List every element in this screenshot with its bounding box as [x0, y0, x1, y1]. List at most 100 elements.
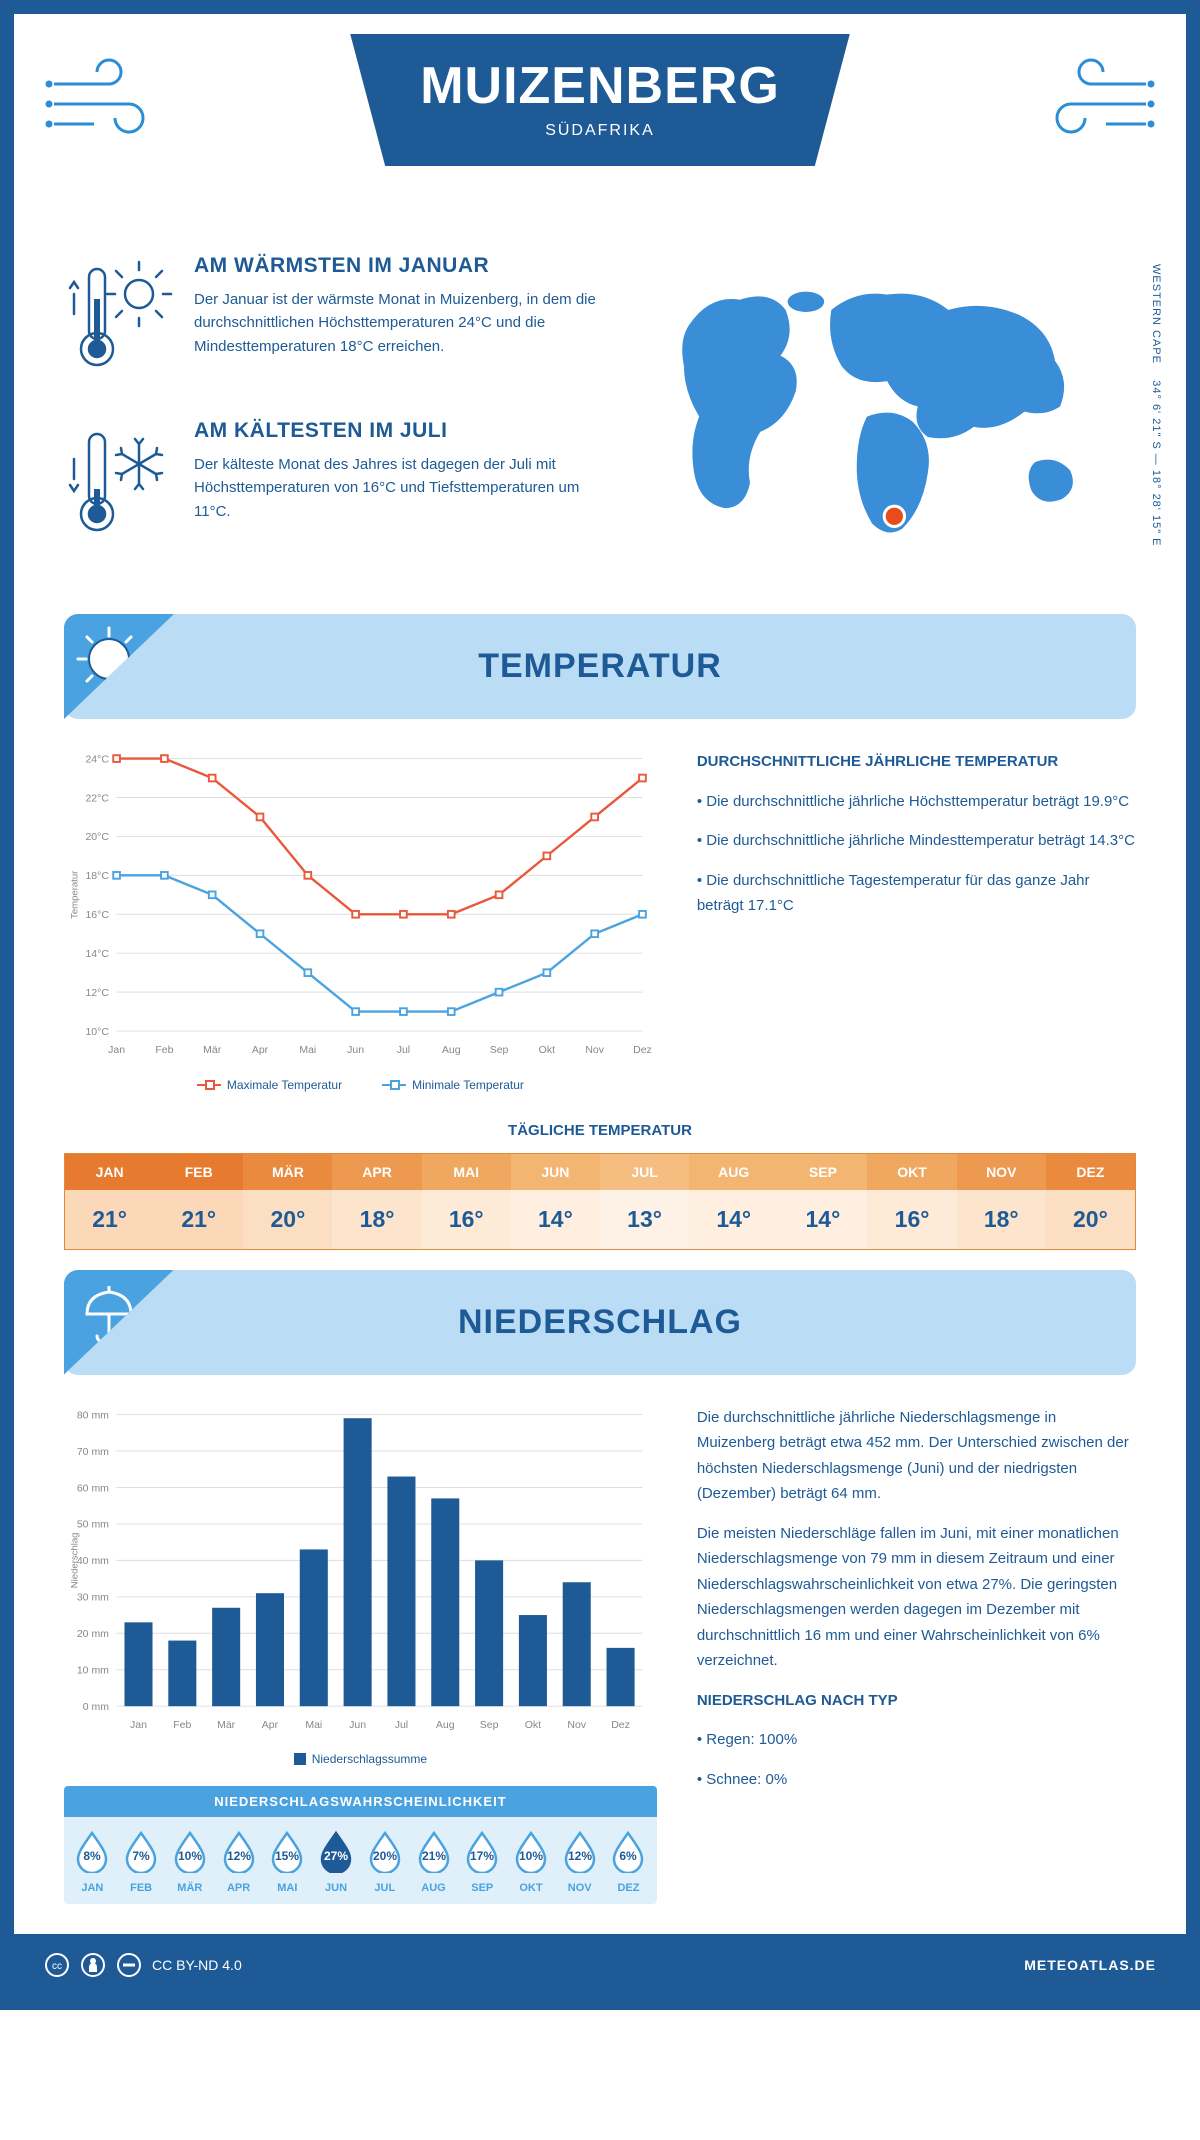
daily-temp-month: FEB — [154, 1154, 243, 1190]
probability-bar: NIEDERSCHLAGSWAHRSCHEINLICHKEIT 8% JAN 7… — [64, 1786, 657, 1904]
coldest-block: AM KÄLTESTEN IM JULI Der kälteste Monat … — [64, 419, 598, 554]
precip-legend: Niederschlagssumme — [64, 1752, 657, 1766]
svg-text:12%: 12% — [227, 1849, 251, 1863]
svg-text:21%: 21% — [422, 1849, 446, 1863]
daily-temp-value: 16° — [422, 1190, 511, 1249]
svg-text:20 mm: 20 mm — [77, 1628, 109, 1640]
city-title: MUIZENBERG — [420, 56, 780, 116]
coords-label: WESTERN CAPE 34° 6' 21" S — 18° 28' 15" … — [1150, 264, 1162, 547]
svg-text:Temperatur: Temperatur — [69, 870, 80, 919]
svg-text:Jan: Jan — [130, 1719, 147, 1731]
daily-temp-month: OKT — [867, 1154, 956, 1190]
svg-text:60 mm: 60 mm — [77, 1482, 109, 1494]
warmest-block: AM WÄRMSTEN IM JANUAR Der Januar ist der… — [64, 254, 598, 389]
temp-bullet: • Die durchschnittliche jährliche Höchst… — [697, 789, 1136, 815]
coldest-text: Der kälteste Monat des Jahres ist dagege… — [194, 453, 598, 523]
prob-drop: 17% SEP — [460, 1829, 505, 1894]
precip-type-bullet: • Schnee: 0% — [697, 1767, 1136, 1793]
site-name: METEOATLAS.DE — [1024, 1957, 1156, 1973]
daily-temp-value: 20° — [1046, 1190, 1135, 1249]
svg-text:Jul: Jul — [397, 1044, 410, 1056]
temp-bullet: • Die durchschnittliche Tagestemperatur … — [697, 868, 1136, 919]
svg-text:Aug: Aug — [436, 1719, 455, 1731]
prob-drop: 10% MÄR — [167, 1829, 212, 1894]
daily-temp-value: 14° — [689, 1190, 778, 1249]
daily-temp-value: 16° — [867, 1190, 956, 1249]
wind-icon-left — [44, 54, 164, 149]
daily-temp-month: NOV — [957, 1154, 1046, 1190]
svg-text:Aug: Aug — [442, 1044, 461, 1056]
daily-temp-month: SEP — [778, 1154, 867, 1190]
svg-text:Mai: Mai — [299, 1044, 316, 1056]
svg-text:7%: 7% — [132, 1849, 150, 1863]
intro-row: AM WÄRMSTEN IM JANUAR Der Januar ist der… — [64, 254, 1136, 584]
svg-text:Mär: Mär — [203, 1044, 222, 1056]
svg-text:22°C: 22°C — [85, 792, 109, 804]
daily-temp-value: 21° — [154, 1190, 243, 1249]
coldest-title: AM KÄLTESTEN IM JULI — [194, 419, 598, 443]
daily-temp-value: 21° — [65, 1190, 154, 1249]
svg-text:17%: 17% — [470, 1849, 494, 1863]
svg-text:10°C: 10°C — [85, 1026, 109, 1038]
precip-type-bullet: • Regen: 100% — [697, 1727, 1136, 1753]
country-subtitle: SÜDAFRIKA — [420, 122, 780, 140]
daily-temp-value: 13° — [600, 1190, 689, 1249]
annual-temp-title: DURCHSCHNITTLICHE JÄHRLICHE TEMPERATUR — [697, 749, 1136, 775]
daily-temp-title: TÄGLICHE TEMPERATUR — [64, 1122, 1136, 1139]
svg-text:Dez: Dez — [611, 1719, 630, 1731]
svg-text:Mai: Mai — [305, 1719, 322, 1731]
temp-annual-text: DURCHSCHNITTLICHE JÄHRLICHE TEMPERATUR •… — [697, 749, 1136, 1092]
temperatur-title: TEMPERATUR — [478, 647, 722, 686]
temperature-line-chart: 10°C12°C14°C16°C18°C20°C22°C24°CJanFebMä… — [64, 749, 657, 1092]
temperatur-section-head: TEMPERATUR — [64, 614, 1136, 719]
prob-drop: 12% APR — [216, 1829, 261, 1894]
svg-text:Apr: Apr — [252, 1044, 269, 1056]
svg-text:12°C: 12°C — [85, 987, 109, 999]
svg-text:Jan: Jan — [108, 1044, 125, 1056]
svg-text:20°C: 20°C — [85, 831, 109, 843]
svg-text:50 mm: 50 mm — [77, 1518, 109, 1530]
warmest-title: AM WÄRMSTEN IM JANUAR — [194, 254, 598, 278]
svg-text:0 mm: 0 mm — [83, 1701, 110, 1713]
svg-text:80 mm: 80 mm — [77, 1409, 109, 1421]
precip-type-title: NIEDERSCHLAG NACH TYP — [697, 1688, 1136, 1714]
prob-drop: 12% NOV — [557, 1829, 602, 1894]
license-block: cc CC BY-ND 4.0 — [44, 1952, 242, 1978]
wind-icon-right — [1036, 54, 1156, 149]
svg-text:6%: 6% — [620, 1849, 638, 1863]
svg-text:Mär: Mär — [217, 1719, 236, 1731]
temp-bullet: • Die durchschnittliche jährliche Mindes… — [697, 828, 1136, 854]
daily-temp-value: 18° — [957, 1190, 1046, 1249]
daily-temp-value: 14° — [511, 1190, 600, 1249]
daily-temp-table: TÄGLICHE TEMPERATUR JANFEBMÄRAPRMAIJUNJU… — [64, 1122, 1136, 1250]
infographic-frame: MUIZENBERG SÜDAFRIKA AM WÄRMSTEN IM JANU… — [0, 0, 1200, 2010]
svg-text:14°C: 14°C — [85, 948, 109, 960]
svg-text:20%: 20% — [373, 1849, 397, 1863]
prob-drop: 20% JUL — [362, 1829, 407, 1894]
prob-drop: 8% JAN — [70, 1829, 115, 1894]
umbrella-icon — [64, 1270, 174, 1375]
header: MUIZENBERG SÜDAFRIKA — [14, 14, 1186, 234]
svg-text:Okt: Okt — [525, 1719, 541, 1731]
svg-text:Okt: Okt — [539, 1044, 555, 1056]
svg-text:Jul: Jul — [395, 1719, 408, 1731]
svg-text:10%: 10% — [519, 1849, 543, 1863]
svg-text:Feb: Feb — [155, 1044, 173, 1056]
svg-text:15%: 15% — [275, 1849, 299, 1863]
svg-text:Niederschlag: Niederschlag — [69, 1532, 80, 1588]
svg-text:70 mm: 70 mm — [77, 1445, 109, 1457]
daily-temp-month: JAN — [65, 1154, 154, 1190]
precip-para-2: Die meisten Niederschläge fallen im Juni… — [697, 1521, 1136, 1674]
svg-text:30 mm: 30 mm — [77, 1591, 109, 1603]
daily-temp-month: JUN — [511, 1154, 600, 1190]
svg-text:18°C: 18°C — [85, 870, 109, 882]
svg-text:Nov: Nov — [585, 1044, 604, 1056]
precip-para-1: Die durchschnittliche jährliche Niedersc… — [697, 1405, 1136, 1507]
title-banner: MUIZENBERG SÜDAFRIKA — [350, 34, 850, 166]
daily-temp-month: JUL — [600, 1154, 689, 1190]
daily-temp-month: AUG — [689, 1154, 778, 1190]
prob-drop: 15% MAI — [265, 1829, 310, 1894]
svg-text:Sep: Sep — [490, 1044, 509, 1056]
daily-temp-month: MÄR — [243, 1154, 332, 1190]
daily-temp-month: MAI — [422, 1154, 511, 1190]
